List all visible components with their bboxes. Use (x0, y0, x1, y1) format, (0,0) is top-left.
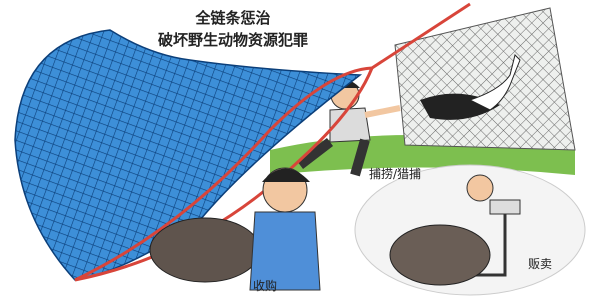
title-line1: 全链条惩治 (194, 9, 270, 27)
sack (150, 218, 260, 282)
seller-head (467, 175, 493, 201)
label-hunting: 捕捞/猎捕 (369, 166, 421, 181)
scale-display (490, 200, 520, 214)
selling-scene (355, 165, 585, 295)
label-buying: 收购 (253, 278, 277, 293)
illustration: 全链条惩治 破坏野生动物资源犯罪 捕捞/猎捕 收购 贩卖 (0, 0, 591, 298)
title-line2: 破坏野生动物资源犯罪 (158, 31, 308, 49)
sack (390, 225, 490, 285)
label-selling: 贩卖 (528, 257, 552, 271)
